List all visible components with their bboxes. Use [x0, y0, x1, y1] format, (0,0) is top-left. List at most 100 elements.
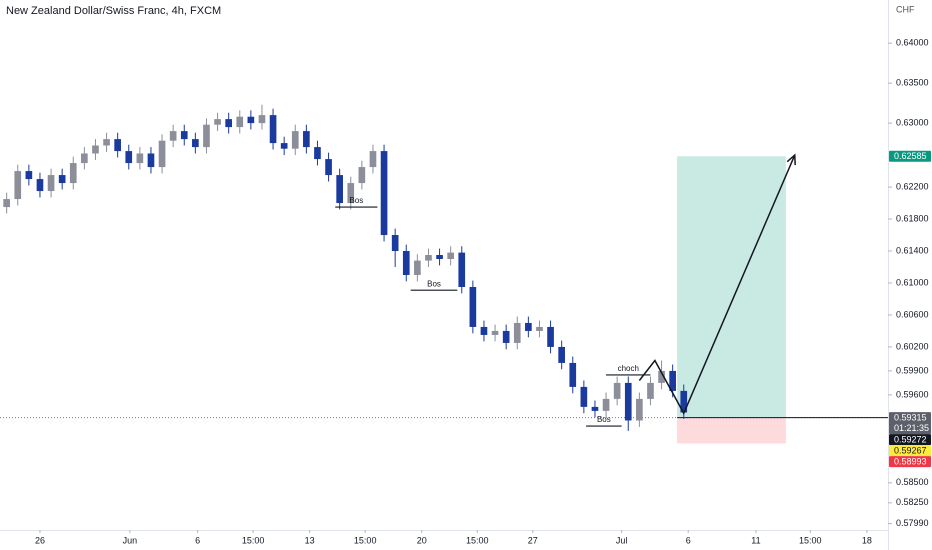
candle-body: [491, 330, 499, 335]
price-tag: [889, 456, 931, 468]
x-tick-label: 11: [751, 535, 760, 545]
x-tick-label: 18: [862, 535, 872, 545]
level-label: Bos: [427, 279, 441, 288]
y-tick-label: 0.59900: [896, 365, 929, 375]
candle-body: [103, 139, 110, 146]
level-label: Bos: [349, 196, 363, 205]
candle-body: [558, 346, 565, 363]
candle-body: [81, 153, 88, 164]
price-tag: [889, 412, 931, 435]
price-tag: [889, 150, 931, 162]
candle-body: [458, 252, 466, 287]
candle-body: [624, 382, 632, 421]
candle-body: [569, 362, 577, 387]
candle-body: [303, 131, 310, 148]
candle-body: [280, 143, 288, 149]
candle-body: [203, 124, 210, 148]
x-tick-label: 20: [417, 535, 427, 545]
stop-zone: [677, 417, 786, 444]
candle-body: [92, 145, 99, 154]
candle-body: [169, 131, 177, 141]
candle-body: [180, 131, 188, 140]
candle-body: [58, 175, 66, 184]
candle-body: [147, 153, 155, 168]
candle-body: [536, 326, 543, 331]
candle-body: [14, 171, 22, 200]
candle-body: [247, 116, 255, 124]
candle-body: [3, 199, 10, 208]
candle-body: [114, 139, 121, 152]
y-tick-label: 0.61800: [896, 213, 929, 223]
candle-body: [358, 167, 366, 184]
y-tick-label: 0.60200: [896, 341, 929, 351]
candle-body: [36, 179, 44, 192]
projection-path: [638, 154, 796, 415]
price-tag-label: 0.59267: [894, 445, 927, 455]
candle-body: [469, 286, 477, 327]
candle-body: [613, 382, 621, 399]
x-tick-label: 15:00: [354, 535, 377, 545]
candle-body: [25, 171, 33, 180]
y-tick-label: 0.61000: [896, 277, 929, 287]
candle-body: [214, 119, 221, 125]
y-tick-label: 0.64000: [896, 38, 929, 48]
price-tag: [889, 434, 931, 446]
candle-body: [680, 390, 688, 413]
candle-body: [192, 139, 199, 148]
candle-body: [580, 386, 588, 407]
candle-body: [258, 115, 266, 124]
candle-body: [591, 406, 599, 411]
y-tick-label: 0.60600: [896, 309, 929, 319]
candle-body: [136, 153, 144, 164]
candle-body: [525, 322, 532, 331]
candle-body: [158, 140, 166, 168]
candle-body: [447, 252, 454, 260]
x-tick-label: Jun: [123, 535, 138, 545]
x-tick-label: Jul: [616, 535, 628, 545]
y-tick-label: 0.57990: [896, 518, 929, 528]
y-tick-label: 0.61400: [896, 245, 929, 255]
candle-body: [325, 159, 332, 176]
candle-body: [69, 163, 77, 184]
plot-area: Bos Bos Bos choch: [0, 104, 888, 444]
candle-body: [236, 116, 244, 128]
price-tag-label: 0.59272: [894, 434, 927, 444]
candle-body: [47, 175, 55, 192]
level-label: choch: [618, 364, 639, 373]
candle-body: [669, 370, 676, 391]
y-tick-label: 0.63000: [896, 117, 929, 127]
candle-body: [636, 398, 643, 421]
candle-body: [391, 235, 399, 252]
price-tag-label: 0.58993: [894, 456, 927, 466]
candle-body: [225, 119, 232, 128]
x-tick-label: 15:00: [799, 535, 822, 545]
price-tag: [889, 445, 931, 457]
candle-body: [402, 251, 410, 275]
candle-body: [125, 151, 133, 164]
candle-body: [369, 151, 377, 168]
candle-body: [436, 255, 443, 260]
candle-body: [658, 370, 665, 383]
y-tick-label: 0.58250: [896, 497, 929, 507]
level-label: Bos: [597, 415, 611, 424]
x-tick-label: 26: [35, 535, 45, 545]
candle-body: [547, 326, 554, 347]
y-tick-label: 0.62200: [896, 181, 929, 191]
price-tag-countdown: 01:21:35: [894, 423, 929, 433]
arrow-head: [786, 153, 796, 166]
candle-body: [314, 147, 321, 160]
y-axis-unit: CHF: [896, 4, 915, 14]
x-tick-label: 6: [686, 535, 691, 545]
candle-body: [269, 115, 277, 144]
y-tick-label: 0.63500: [896, 78, 929, 88]
price-tag-label: 0.59315: [894, 412, 927, 422]
candle-body: [291, 131, 299, 149]
y-tick-label: 0.58500: [896, 477, 929, 487]
candle-body: [480, 326, 488, 335]
candle-body: [380, 151, 388, 236]
target-zone: [677, 156, 786, 418]
candle-body: [347, 183, 355, 204]
